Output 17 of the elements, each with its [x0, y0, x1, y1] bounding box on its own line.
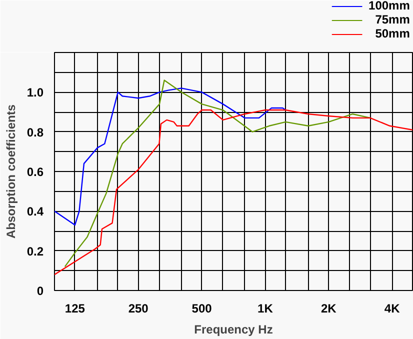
y-axis-title: Absorption coefficients: [4, 104, 18, 239]
x-tick-label: 125: [64, 302, 86, 316]
y-tick-label: 0: [36, 284, 44, 298]
y-tick-label: 0.8: [26, 125, 44, 140]
x-tick-label: 500: [192, 302, 212, 316]
y-tick-label: 0.4: [26, 204, 44, 219]
x-tick-label: 4K: [384, 302, 400, 316]
y-tick-label: 0.2: [26, 244, 44, 258]
y-tick-label: 0.6: [26, 165, 44, 179]
x-tick-label: 1K: [258, 302, 274, 316]
legend-label: 75mm: [375, 12, 410, 26]
y-tick-label: 1.0: [26, 86, 44, 100]
x-tick-label: 250: [128, 302, 149, 316]
x-axis-title: Frequency Hz: [194, 322, 273, 336]
legend-label: 100mm: [368, 0, 410, 12]
legend-label: 50mm: [375, 26, 410, 40]
x-tick-label: 2K: [320, 302, 337, 316]
